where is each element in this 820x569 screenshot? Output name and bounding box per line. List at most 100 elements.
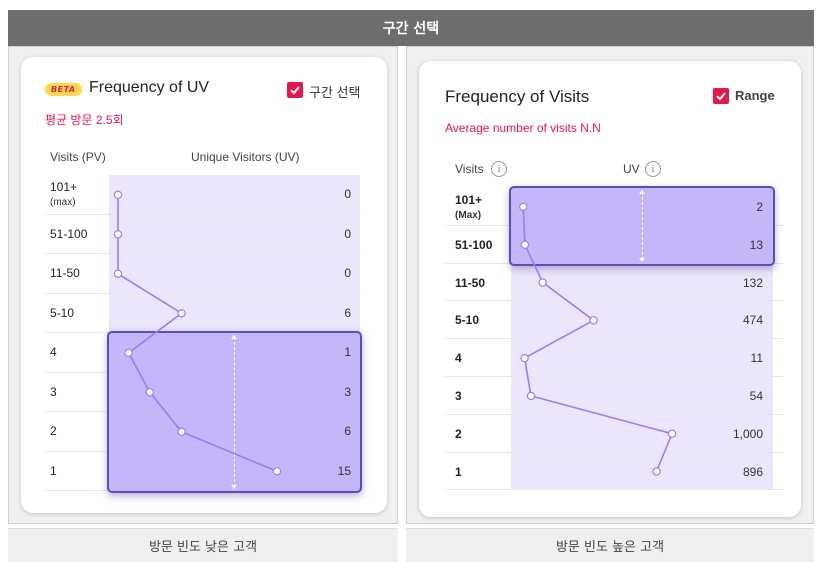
left-caption-text: 방문 빈도 낮은 고객 [148,540,258,555]
range-drag-handle[interactable] [234,337,235,487]
range-checkbox[interactable] [713,88,729,104]
visits-frequency-card: Frequency of Visits Range Average number… [419,61,801,517]
row-label-main: 51-100 [455,237,493,252]
row-label: 101+ (max) [50,180,77,210]
table-row[interactable] [445,377,783,415]
uv-value: 2 [756,200,763,214]
uv-value: 1,000 [732,426,763,441]
uv-line-chart [519,202,677,476]
row-label: 51-100 [50,227,87,241]
uv-data-point [652,467,661,476]
column-header-visits: Visits [455,162,484,176]
uv-data-point [519,202,528,212]
right-panel: Frequency of Visits Range Average number… [406,46,814,524]
row-label: 2 [455,427,462,441]
range-drag-handle[interactable] [642,192,643,260]
range-arrow-down-icon[interactable] [639,257,645,262]
row-label-sub: (max) [50,197,76,208]
row-label: 5-10 [50,306,74,320]
uv-data-point [520,353,529,363]
table-row[interactable] [45,254,361,294]
uv-data-point [538,278,547,287]
uv-value: 0 [344,226,351,241]
uv-data-point [667,429,677,438]
range-arrow-down-icon[interactable] [231,485,237,489]
table-row[interactable] [445,415,783,453]
row-label-main: 4 [455,351,462,366]
row-label-main: 11-50 [50,266,80,280]
range-arrow-up-icon[interactable] [231,335,237,339]
uv-value: 6 [344,305,351,320]
uv-value: 0 [344,266,351,280]
column-header-visits: Visits (PV) [50,150,106,164]
uv-data-point [177,427,186,436]
table-row[interactable] [445,453,783,491]
info-icon[interactable]: i [645,161,661,177]
uv-value: 1 [344,345,351,359]
uv-data-point [113,269,123,278]
uv-series-line [117,194,278,473]
range-checkbox-label[interactable]: 구간 선택 [309,85,361,100]
checkmark-icon [716,92,726,101]
average-visits-text: Average number of visits N.N [445,121,601,135]
uv-frequency-card: BETA Frequency of UV 구간 선택 평균 방문 2.5회 Vi… [21,57,387,513]
row-label: 1 [50,464,57,478]
table-row[interactable] [45,175,361,215]
uv-line-chart [113,190,282,476]
column-header-uv: UV [623,162,640,176]
uv-value: 896 [742,464,763,479]
uv-data-point [272,467,282,476]
uv-value: 13 [749,237,763,252]
range-checkbox-label[interactable]: Range [735,88,775,103]
left-panel: BETA Frequency of UV 구간 선택 평균 방문 2.5회 Vi… [8,46,398,524]
table-row[interactable] [445,339,783,377]
uv-data-point [113,230,123,239]
uv-data-point [113,190,123,199]
row-label-sub: (Max) [455,210,482,221]
table-row[interactable] [445,264,783,302]
row-label-main: 3 [455,389,462,403]
range-checkbox[interactable] [287,82,303,98]
row-label: 5-10 [455,313,479,327]
uv-value: 15 [337,463,351,478]
uv-value: 474 [742,313,763,328]
uv-data-point [589,316,598,325]
row-label-main: 11-50 [455,275,486,290]
uv-value: 54 [749,389,763,403]
uv-data-point [124,348,133,357]
row-label: 11-50 [455,276,485,290]
uv-value: 11 [750,351,763,366]
uv-value: 0 [344,187,351,201]
row-label-main: 3 [50,384,57,399]
right-caption: 방문 빈도 높은 고객 [406,528,814,562]
column-header-uv: Unique Visitors (UV) [191,150,300,164]
row-label: 101+ (Max) [455,193,482,223]
uv-data-point [526,391,536,401]
row-label-main: 1 [455,464,462,479]
row-label-main: 5-10 [455,313,480,328]
row-label: 11-50 [50,266,80,280]
row-label-main: 2 [50,424,57,438]
range-arrow-up-icon[interactable] [639,190,645,194]
table-row[interactable] [45,215,361,254]
row-label: 4 [50,345,57,359]
uv-series-line [522,206,674,472]
table-row[interactable] [445,301,783,340]
page-header: 구간 선택 [8,10,814,46]
beta-badge: BETA [45,83,82,96]
uv-value: 6 [344,424,351,438]
row-label-main: 101+ [455,193,483,207]
row-label-main: 1 [50,463,57,478]
row-label: 3 [50,385,57,399]
row-label: 2 [50,424,57,438]
row-label-main: 5-10 [50,305,75,320]
row-label: 1 [455,465,462,479]
row-label-main: 4 [50,345,57,359]
checkmark-icon [290,86,300,95]
uv-data-point [177,309,186,318]
info-icon[interactable]: i [491,161,507,177]
page-title: 구간 선택 [382,21,440,37]
card-title: Frequency of Visits [445,87,590,106]
row-label: 3 [455,389,462,403]
row-label-main: 51-100 [50,226,88,241]
